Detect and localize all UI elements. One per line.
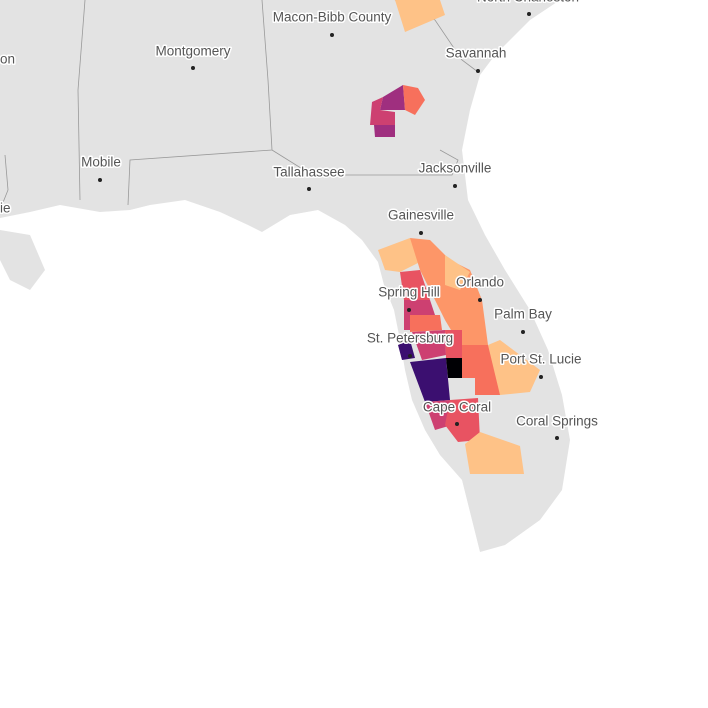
city-label: St. Petersburg [367, 331, 453, 346]
city-label: on [0, 52, 15, 67]
city-label: Orlando [456, 275, 504, 290]
city-dot [455, 422, 459, 426]
city-label: Jacksonville [419, 161, 492, 176]
city-label: North Charleston [477, 0, 579, 5]
city-label: Cape Coral [423, 400, 491, 415]
city-label: Spring Hill [378, 285, 440, 300]
land [0, 0, 570, 552]
city-dot [407, 308, 411, 312]
city-dot [539, 375, 543, 379]
city-label: Macon-Bibb County [273, 10, 392, 25]
city-dot [476, 69, 480, 73]
city-dot [478, 298, 482, 302]
place-labels: North Charleston Macon-Bibb County on Montg… [0, 0, 600, 440]
city-dot [98, 178, 102, 182]
city-dot [419, 231, 423, 235]
city-label: Gainesville [388, 208, 454, 223]
city-label: ie [0, 201, 11, 216]
counties [370, 0, 540, 474]
city-dot [191, 66, 195, 70]
city-dot [330, 33, 334, 37]
city-label: Palm Bay [494, 307, 552, 322]
city-label: Savannah [446, 46, 507, 61]
city-label: Coral Springs [516, 414, 598, 429]
city-label: Montgomery [155, 44, 230, 59]
city-label: Tallahassee [273, 165, 344, 180]
city-dot [521, 330, 525, 334]
city-label: Port St. Lucie [500, 352, 581, 367]
city-dot [555, 436, 559, 440]
city-dot [453, 184, 457, 188]
city-label: Mobile [81, 155, 121, 170]
city-dot [307, 187, 311, 191]
city-dot [408, 354, 412, 358]
land [0, 230, 45, 290]
city-dot [527, 12, 531, 16]
